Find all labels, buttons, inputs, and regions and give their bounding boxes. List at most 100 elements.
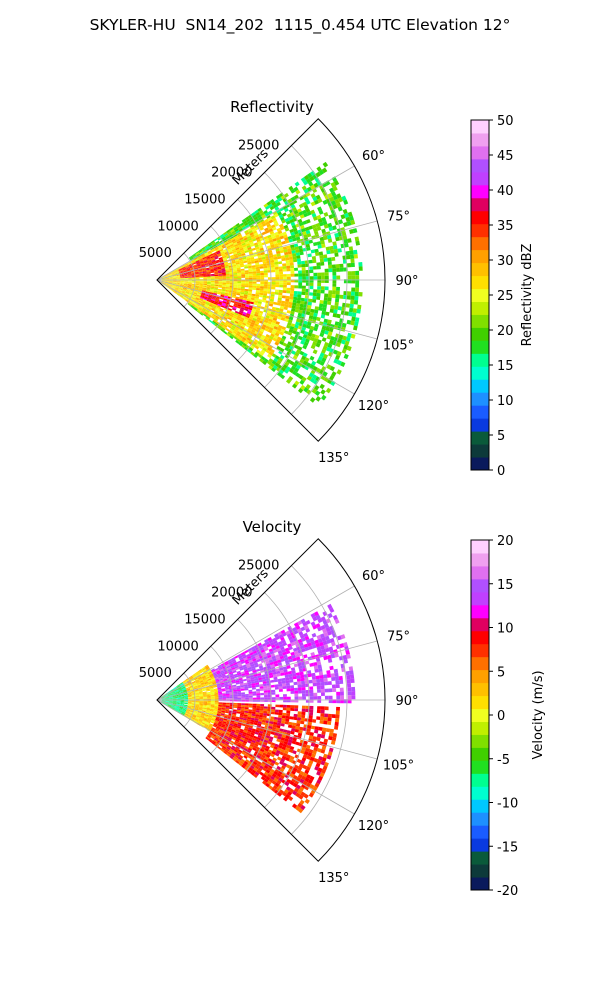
radar-gate [248, 287, 253, 290]
radar-gate [200, 681, 204, 684]
radar-gate [199, 275, 204, 277]
radar-gate [287, 791, 293, 796]
radar-gate [301, 687, 306, 691]
radar-gate [176, 276, 181, 277]
radar-gate [313, 611, 319, 617]
radar-gate [205, 264, 209, 267]
radar-gate [310, 201, 316, 207]
radar-gate [226, 275, 230, 277]
radar-gate [186, 710, 191, 713]
radar-gate [242, 731, 247, 735]
radar-gate [335, 298, 340, 303]
radar-gate [210, 697, 215, 699]
radar-gate [177, 290, 182, 294]
radar-gate [271, 353, 277, 358]
radar-gate [231, 667, 236, 671]
radar-gate [331, 641, 336, 647]
radar-gate [355, 283, 360, 288]
radar-gate [231, 295, 236, 299]
radar-gate [167, 286, 171, 289]
radar-gate [172, 281, 177, 283]
radar-gate [284, 303, 289, 308]
radar-gate [217, 712, 221, 715]
azimuth-gridline [156, 640, 378, 701]
radar-gate [212, 670, 216, 674]
radar-gate [210, 288, 214, 291]
radar-gate [181, 265, 185, 268]
radar-gate [277, 736, 282, 740]
radar-gate [248, 650, 253, 654]
radar-gate [225, 236, 230, 240]
radar-gate [286, 705, 291, 708]
radar-gate [241, 303, 246, 307]
radar-gate [164, 695, 169, 698]
radar-gate [176, 282, 181, 284]
colorbar-swatch [471, 184, 489, 199]
radar-gate [231, 729, 236, 733]
radar-gate [314, 639, 319, 645]
radar-gate [301, 783, 306, 789]
radar-gate [347, 687, 352, 692]
radar-gate [165, 701, 169, 702]
radar-gate [207, 700, 211, 703]
radar-gate [231, 681, 236, 684]
radar-gate [167, 705, 172, 707]
radar-gate [239, 713, 244, 717]
radar-gate [185, 291, 190, 294]
radar-gate [197, 686, 202, 689]
radar-gate [164, 274, 169, 277]
radar-gate [336, 351, 342, 357]
radar-gate [199, 703, 204, 705]
radar-gate [275, 775, 280, 780]
radar-gate [180, 281, 185, 283]
radar-gate [224, 266, 229, 269]
radar-gate [298, 221, 304, 227]
radar-gate [213, 738, 218, 742]
radar-gate [278, 744, 283, 749]
radar-gate [279, 751, 284, 756]
radar-gate [315, 762, 321, 768]
radar-gate [319, 303, 324, 308]
radar-gate [224, 294, 229, 297]
radar-gate [353, 325, 358, 331]
radar-gate [315, 614, 321, 620]
radar-gate [219, 717, 224, 720]
radar-gate [226, 278, 230, 280]
radar-gate [276, 227, 282, 232]
radar-gate [226, 731, 231, 734]
radar-gate [198, 719, 203, 723]
radar-gate [286, 713, 291, 717]
radar-gate [172, 702, 177, 704]
radar-gate [274, 243, 279, 247]
radar-gate [260, 692, 264, 696]
radar-gate [287, 198, 293, 204]
radar-gate [292, 253, 297, 257]
radar-gate [315, 675, 320, 680]
radar-gate [217, 270, 222, 273]
radar-gate [235, 247, 240, 251]
radar-gate [233, 742, 238, 746]
radar-gate [179, 295, 183, 299]
radar-gate [208, 262, 213, 265]
radar-gate [302, 360, 308, 366]
radar-gate [192, 674, 197, 678]
radar-gate [210, 287, 215, 290]
radar-gate [201, 290, 206, 293]
radar-gate [239, 293, 244, 297]
radar-gate [168, 703, 173, 706]
radar-gate [281, 639, 286, 644]
radar-gate [354, 317, 360, 323]
radar-gate [189, 300, 193, 304]
radar-gate [182, 269, 187, 271]
radar-gate [171, 271, 175, 274]
radar-gate [338, 675, 343, 681]
radar-gate [193, 292, 198, 295]
radar-gate [165, 280, 170, 281]
radar-gate [316, 166, 322, 172]
radar-gate [195, 286, 199, 288]
radar-gate [236, 689, 241, 692]
radar-gate [264, 218, 269, 223]
radar-gate [327, 319, 332, 324]
radar-gate [230, 731, 235, 734]
radar-gate [332, 733, 337, 738]
